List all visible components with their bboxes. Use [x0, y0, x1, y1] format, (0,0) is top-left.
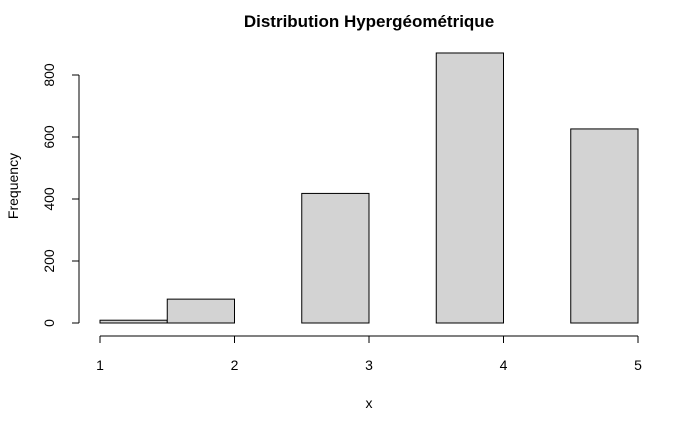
y-tick-label: 800	[41, 63, 57, 87]
x-tick-label: 2	[231, 357, 239, 373]
histogram-bar-1	[99, 319, 168, 324]
x-tick-label: 3	[365, 357, 373, 373]
histogram-bar-4	[435, 52, 504, 324]
bars-group	[99, 52, 639, 324]
x-axis-label: x	[366, 395, 373, 411]
y-axis-label: Frequency	[5, 153, 21, 219]
y-tick-label: 400	[41, 187, 57, 211]
x-tick-label: 1	[96, 357, 104, 373]
histogram-bar-3	[301, 192, 370, 324]
y-axis: 0 200 400 600 800	[41, 63, 80, 327]
x-tick-label: 4	[500, 357, 508, 373]
y-tick-label: 0	[41, 319, 57, 327]
histogram-bar-5	[570, 128, 639, 324]
x-axis: 1 2 3 4 5	[96, 335, 642, 373]
histogram-bar-2	[166, 298, 235, 324]
y-tick-label: 600	[41, 125, 57, 149]
y-tick-label: 200	[41, 249, 57, 273]
x-tick-label: 5	[634, 357, 642, 373]
chart-title: Distribution Hypergéométrique	[244, 12, 494, 31]
